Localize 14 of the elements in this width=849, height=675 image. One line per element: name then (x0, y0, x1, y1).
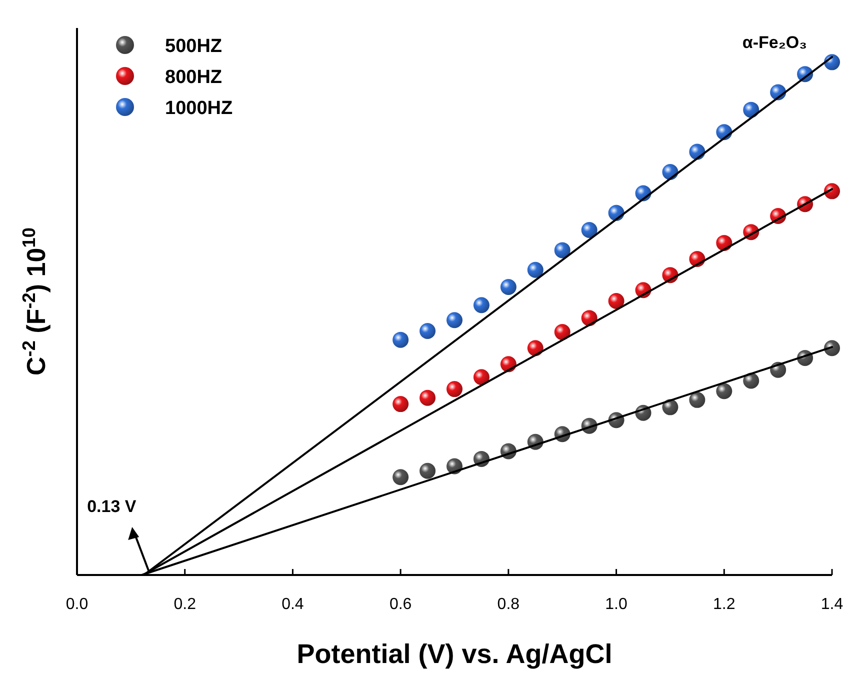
x-tick-label: 1.0 (605, 596, 628, 613)
legend-label: 800HZ (165, 67, 222, 88)
legend-label: 500HZ (165, 36, 222, 57)
x-axis-title: Potential (V) vs. Ag/AgCl (296, 639, 612, 669)
x-tick-label: 0.4 (282, 596, 304, 613)
x-tick-label: 0.0 (66, 596, 88, 613)
text: α-Fe₂O₃ (742, 33, 807, 52)
x-tick-label: 1.2 (713, 596, 736, 613)
x-tick-label: 0.6 (389, 596, 412, 613)
legend-label: 1000HZ (165, 98, 233, 119)
x-tick-label: 0.2 (174, 596, 196, 613)
x-tick-label: 1.4 (820, 596, 844, 613)
x-tick-label: 0.8 (497, 596, 520, 613)
annotation: 0.13 V (87, 497, 137, 516)
